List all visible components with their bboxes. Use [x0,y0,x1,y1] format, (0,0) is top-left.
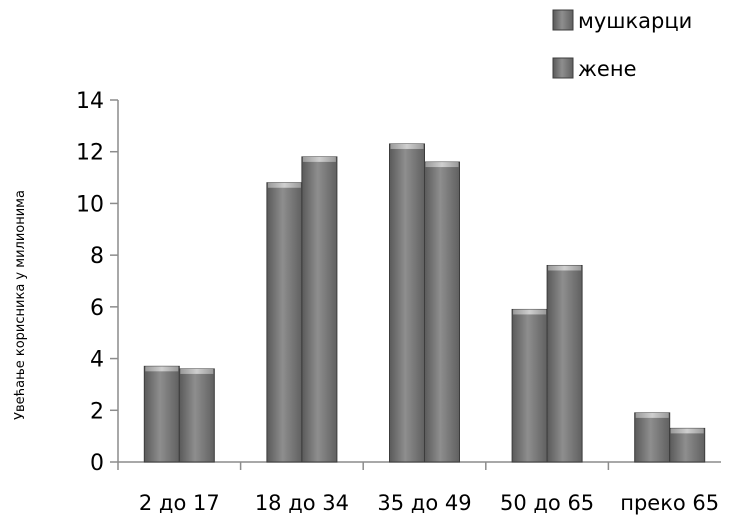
bars [143,143,706,463]
bar [389,143,425,463]
y-tick-label: 10 [76,192,104,217]
y-axis-label: Увећање корисника у милионима [13,190,28,420]
bar-body [143,365,180,463]
bar-top-highlight [548,265,582,271]
y-tick-label: 8 [90,244,104,269]
y-tick-label: 14 [76,89,104,114]
bar-body [424,161,460,463]
bar-top-highlight [267,182,301,188]
bar-top-highlight [180,368,214,374]
bar [178,368,215,463]
y-tick-label: 6 [90,296,104,321]
bar [634,412,671,463]
bar [669,427,706,463]
y-tick-label: 0 [90,451,104,476]
x-tick-label: 18 до 34 [255,491,349,515]
bar-top-highlight [145,366,179,372]
bar-top-highlight [635,412,669,418]
bar-body [389,143,425,463]
x-tick-label: преко 65 [620,491,719,515]
x-tick-label: 2 до 17 [139,491,220,515]
bar-body [301,156,338,463]
legend: мушкарци жене [552,9,692,81]
legend-label: жене [578,57,637,81]
bar-top-highlight [670,428,704,434]
bar-top-highlight [513,309,547,315]
bar [546,264,583,463]
bar-top-highlight [302,156,336,162]
bar-body [266,182,303,463]
bar-body [669,427,706,463]
legend-swatch [552,9,574,31]
bar [143,365,180,463]
bar-top-highlight [390,143,424,149]
legend-swatch [552,57,574,79]
bar [424,161,460,463]
bar-body [634,412,671,463]
y-tick-label: 4 [90,348,104,373]
legend-item: жене [552,57,637,81]
bar [301,156,338,463]
bar-top-highlight [425,162,459,168]
y-tick-label: 2 [90,399,104,424]
bar [511,308,548,463]
bar-body [546,264,583,463]
axes: 0 2 4 6 8 10 12 14 2 до 17 18 до 34 35 до 49 50 до … [76,89,721,515]
legend-label: мушкарци [578,9,692,33]
x-tick-label: 50 до 65 [500,491,594,515]
bar-body [511,308,548,463]
bar [266,182,303,463]
legend-item: мушкарци [552,9,692,33]
bar-body [178,368,215,463]
y-tick-label: 12 [76,141,104,166]
x-tick-label: 35 до 49 [377,491,471,515]
